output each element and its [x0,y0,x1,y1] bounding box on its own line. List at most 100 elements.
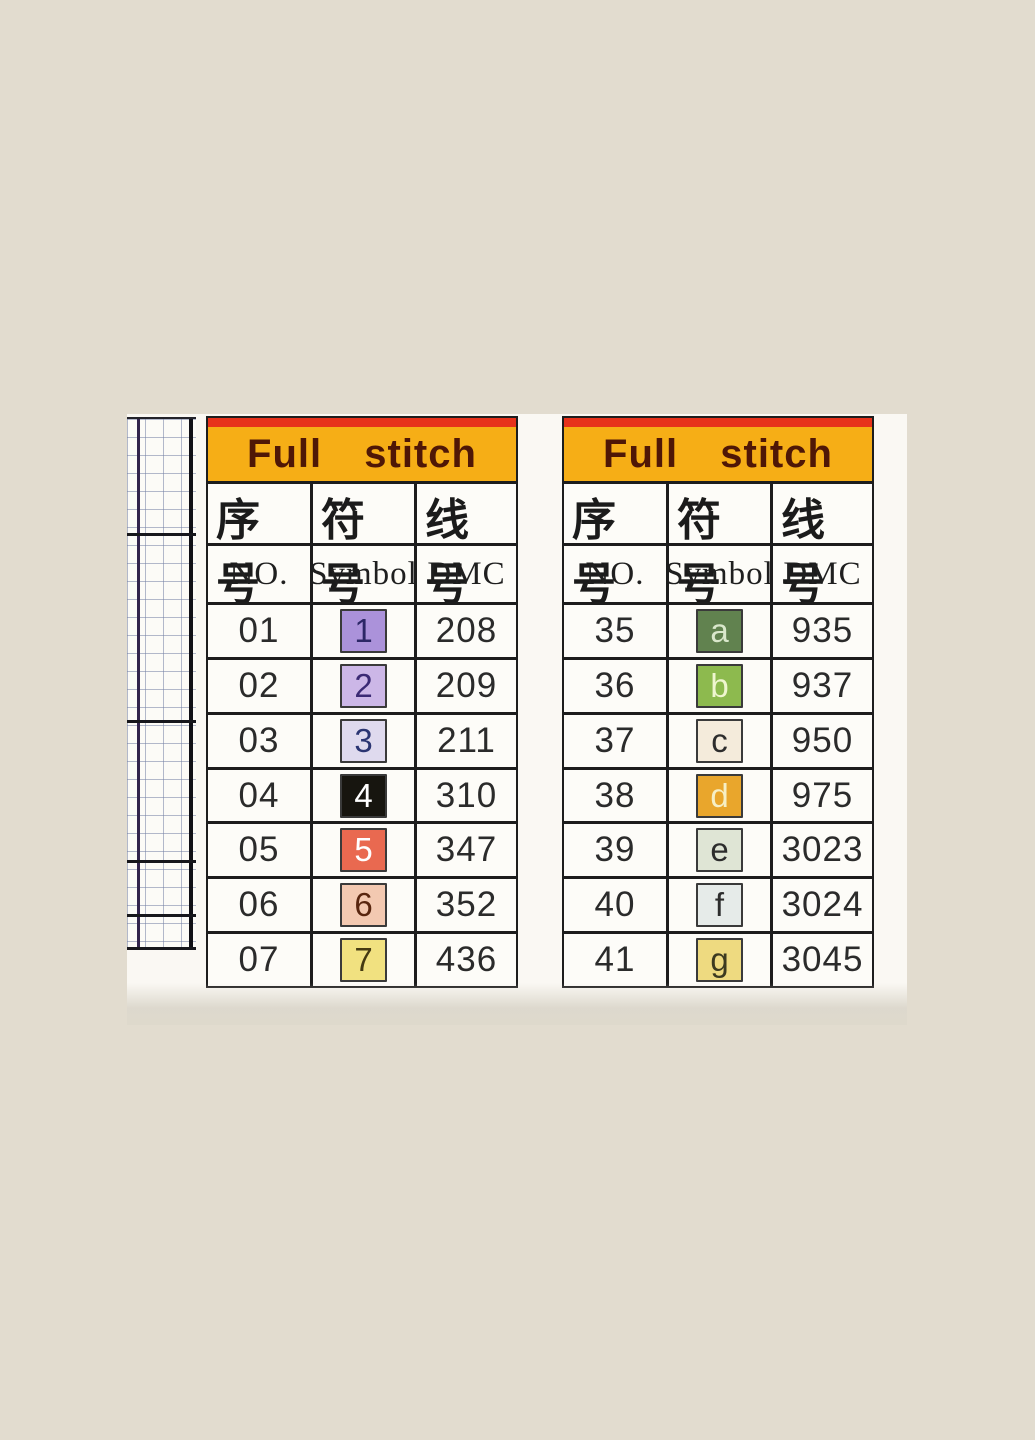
legend-rows: 35 a 935 36 b 937 37 c 950 38 d 975 39 e 3023 40 f 3024 41… [564,602,872,987]
header-no: NO. [208,546,313,602]
symbol-cell: 5 [313,824,417,877]
table-title-label: Full stitch [247,431,477,476]
symbol-cell: 2 [313,659,417,712]
symbol-swatch: 4 [340,773,387,818]
en-header-row: NO. Symbol DMC [208,543,516,602]
dmc-code: 211 [437,720,496,760]
symbol-cell: 7 [313,934,417,987]
legend-row: 03 3 211 [208,711,516,767]
symbol-swatch: c [696,718,743,763]
symbol-swatch: f [696,883,743,928]
legend-row: 37 c 950 [564,711,872,767]
dmc-code: 950 [791,720,854,760]
symbol-swatch: a [696,608,743,653]
legend-row: 38 d 975 [564,766,872,822]
legend-row: 40 f 3024 [564,876,872,932]
row-number: 01 [208,605,313,657]
table-title: Full stitch [564,427,872,481]
row-number: 35 [564,605,669,657]
row-number: 03 [208,714,313,767]
header-no: NO. [564,546,669,602]
header-symbol: Symbol [309,546,417,602]
cjk-header-no: 序号 [564,484,669,612]
legend-row: 41 g 3045 [564,931,872,987]
grid-thick-line-horizontal [127,947,196,950]
legend-row: 39 e 3023 [564,821,872,877]
symbol-swatch: 1 [340,608,387,653]
table-title-label: Full stitch [603,431,833,476]
cjk-header-row: 序号 符号 线号 [564,481,872,612]
legend-row: 02 2 209 [208,656,516,712]
grid-thick-line-vertical-black [189,419,193,948]
row-number: 06 [208,879,313,932]
symbol-cell: 1 [313,605,417,657]
grid-thick-line-horizontal [127,860,196,863]
row-number: 05 [208,824,313,877]
row-number: 04 [208,769,313,822]
legend-row: 35 a 935 [564,602,872,657]
en-header-row: NO. Symbol DMC [564,543,872,602]
legend-row: 07 7 436 [208,931,516,987]
symbol-swatch: d [696,773,743,818]
legend-row: 04 4 310 [208,766,516,822]
symbol-cell: a [669,605,773,657]
dmc-code: 352 [435,885,498,925]
symbol-swatch: 7 [340,938,387,983]
pattern-legend-photo: Full stitch 序号 符号 线号 NO. Symbol DMC 01 1 2… [127,414,907,1025]
dmc-code: 436 [435,940,498,980]
symbol-cell: f [669,879,773,932]
cjk-header-row: 序号 符号 线号 [208,481,516,612]
cjk-header-dmc: 线号 [425,496,477,609]
full-stitch-table-left: Full stitch 序号 符号 线号 NO. Symbol DMC 01 1 2… [206,416,518,988]
symbol-swatch: 6 [340,883,387,928]
dmc-code: 3024 [781,885,864,925]
dmc-code: 3023 [781,830,864,870]
symbol-swatch: 2 [340,663,387,708]
dmc-code: 209 [435,665,498,705]
symbol-swatch: e [696,828,743,873]
dmc-code: 3045 [781,940,864,980]
grid-thick-line-vertical-purple [137,419,140,948]
symbol-cell: c [669,714,773,767]
cjk-header-dmc: 线号 [781,496,833,609]
symbol-swatch: 5 [340,828,387,873]
red-accent-strip [208,418,516,427]
legend-row: 05 5 347 [208,821,516,877]
row-number: 37 [564,714,669,767]
header-dmc: DMC [783,555,862,592]
row-number: 38 [564,769,669,822]
row-number: 36 [564,659,669,712]
row-number: 40 [564,879,669,932]
legend-row: 36 b 937 [564,656,872,712]
legend-row: 06 6 352 [208,876,516,932]
legend-rows: 01 1 208 02 2 209 03 3 211 04 4 310 05 5 347 06 6 352 07 7 4… [208,602,516,987]
row-number: 39 [564,824,669,877]
grid-thick-line-horizontal [127,914,196,917]
row-number: 07 [208,934,313,987]
red-accent-strip [564,418,872,427]
table-title: Full stitch [208,427,516,481]
header-symbol: Symbol [665,546,773,602]
symbol-swatch: 3 [340,718,387,763]
cross-stitch-grid [127,417,196,950]
dmc-code: 935 [791,610,854,650]
symbol-cell: d [669,769,773,822]
symbol-cell: e [669,824,773,877]
symbol-cell: b [669,659,773,712]
dmc-code: 208 [435,610,498,650]
grid-thick-line-horizontal [127,720,196,723]
dmc-code: 975 [791,775,854,815]
symbol-cell: 4 [313,769,417,822]
dmc-code: 310 [435,775,498,815]
symbol-swatch: g [696,938,743,983]
cjk-header-no: 序号 [208,484,313,612]
dmc-code: 347 [435,830,498,870]
full-stitch-table-right: Full stitch 序号 符号 线号 NO. Symbol DMC 35 a 9… [562,416,874,988]
dmc-code: 937 [791,665,854,705]
symbol-cell: 3 [313,714,417,767]
row-number: 41 [564,934,669,987]
legend-row: 01 1 208 [208,602,516,657]
header-dmc: DMC [427,555,506,592]
symbol-swatch: b [696,663,743,708]
